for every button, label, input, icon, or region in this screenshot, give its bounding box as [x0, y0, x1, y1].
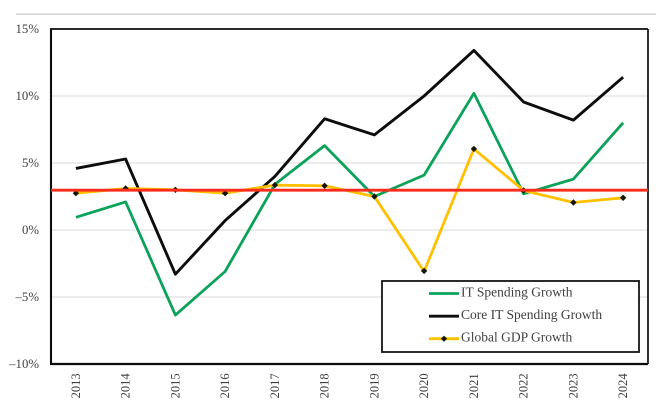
svg-text:2018: 2018 [318, 373, 332, 398]
svg-text:2014: 2014 [119, 373, 133, 399]
svg-text:2022: 2022 [517, 373, 531, 398]
svg-text:IT Spending Growth: IT Spending Growth [461, 285, 573, 300]
svg-text:2019: 2019 [367, 373, 381, 398]
svg-text:2021: 2021 [467, 373, 481, 398]
svg-text:2013: 2013 [69, 373, 83, 398]
svg-text:2016: 2016 [218, 373, 232, 398]
svg-text:2023: 2023 [566, 373, 580, 398]
svg-text:15%: 15% [16, 22, 40, 36]
svg-text:10%: 10% [16, 89, 40, 103]
svg-text:2024: 2024 [616, 373, 630, 399]
svg-text:2017: 2017 [268, 373, 282, 398]
svg-text:5%: 5% [22, 156, 39, 170]
svg-text:0%: 0% [22, 223, 39, 237]
svg-text:Core IT Spending Growth: Core IT Spending Growth [461, 307, 602, 322]
svg-text:2020: 2020 [417, 373, 431, 398]
svg-text:–10%: –10% [8, 357, 39, 371]
svg-text:2015: 2015 [168, 373, 182, 398]
svg-text:Global GDP Growth: Global GDP Growth [461, 330, 572, 345]
svg-text:–5%: –5% [15, 290, 40, 304]
